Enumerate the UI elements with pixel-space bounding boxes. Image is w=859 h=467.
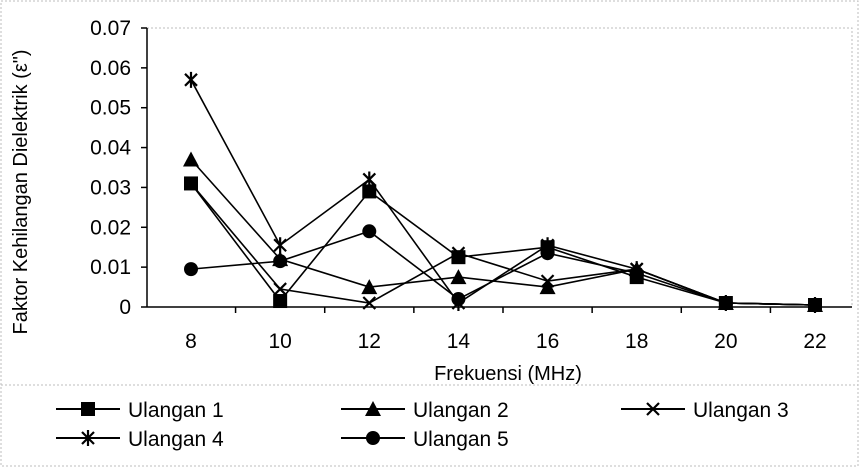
marker-circle [540, 246, 555, 261]
marker-triangle [183, 151, 199, 167]
marker-triangle [361, 279, 378, 295]
marker-circle [184, 262, 198, 277]
marker-circle [629, 266, 644, 281]
y-tick-label: 0.06 [90, 57, 131, 80]
legend-label: Ulangan 3 [693, 399, 789, 422]
marker-x [451, 246, 466, 260]
marker-star [362, 171, 377, 188]
legend: Ulangan 1 Ulangan 2 Ulangan 3 Ulangan 4 Ulan… [56, 399, 789, 451]
x-tick-label: 8 [185, 330, 197, 353]
marker-circle [808, 298, 822, 313]
legend-item: Ulangan 2 [341, 399, 509, 422]
marker-triangle [450, 269, 467, 285]
legend-item: Ulangan 4 [56, 428, 224, 451]
marker-circle [362, 224, 377, 239]
marker-x [184, 176, 198, 191]
marker-square [362, 184, 377, 199]
series-line [190, 230, 816, 306]
y-tick-label: 0.07 [90, 17, 131, 40]
marker-triangle [539, 279, 556, 295]
x-tick-label: 22 [803, 330, 826, 353]
marker-star [273, 237, 287, 254]
y-tick-label: 0 [119, 296, 131, 319]
x-tick-label: 10 [268, 330, 291, 353]
marker-x [362, 296, 377, 310]
marker-circle [366, 431, 380, 445]
y-tick-label: 0.04 [90, 137, 131, 160]
y-tick-label: 0.02 [90, 216, 131, 239]
x-axis-title: Frekuensi (MHz) [434, 363, 582, 385]
marker-x [540, 274, 555, 288]
legend-label: Ulangan 4 [128, 428, 224, 451]
x-tick-label: 12 [358, 330, 381, 353]
y-tick-label: 0.05 [90, 97, 131, 120]
x-tick-label: 14 [447, 330, 471, 353]
legend-item: Ulangan 5 [341, 428, 509, 451]
series-5 [184, 224, 822, 313]
marker-circle [273, 254, 288, 269]
marker-circle [451, 292, 466, 307]
legend-label: Ulangan 1 [128, 399, 224, 422]
x-tick-label: 16 [536, 330, 559, 353]
marker-square [273, 294, 288, 309]
x-tick-label: 20 [714, 330, 737, 353]
y-tick-label: 0.01 [90, 256, 131, 279]
marker-triangle [365, 401, 381, 416]
y-axis-title: Faktor Kehilangan Dielektrik (ε") [10, 49, 32, 334]
legend-label: Ulangan 2 [413, 399, 509, 422]
marker-x [273, 282, 287, 296]
marker-star [81, 430, 95, 446]
x-tick-label: 18 [625, 330, 648, 353]
marker-circle [718, 296, 733, 311]
plot-layer: 0 0.01 0.02 0.03 0.04 0.05 0.06 0.07 8 10 12 14 16 18… [90, 17, 853, 353]
marker-star [184, 71, 198, 88]
y-tick-label: 0.03 [90, 176, 131, 199]
legend-item: Ulangan 1 [56, 399, 224, 422]
legend-label: Ulangan 5 [413, 428, 509, 451]
marker-x [646, 402, 660, 416]
marker-square [81, 402, 95, 416]
legend-item: Ulangan 3 [621, 399, 789, 422]
